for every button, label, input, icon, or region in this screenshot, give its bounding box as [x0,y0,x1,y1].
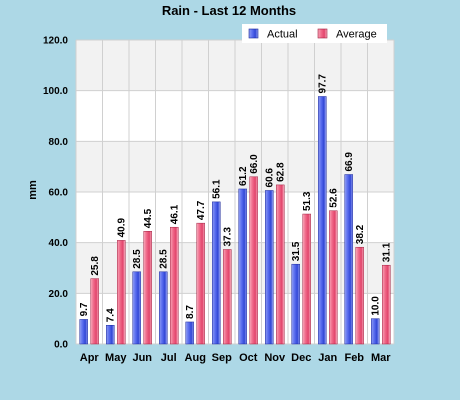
bar-actual [159,271,168,345]
bar-actual [212,201,221,345]
x-tick-label: Apr [80,352,100,364]
bar-actual [371,318,380,345]
bar-actual [291,263,300,345]
value-label-actual: 97.7 [318,74,329,94]
value-label-actual: 8.7 [185,305,196,319]
y-tick-label: 60.0 [49,188,69,199]
value-label-actual: 9.7 [79,302,90,316]
bar-average [382,264,391,345]
bar-average [329,210,338,345]
x-tick-label: Oct [239,352,258,364]
y-tick-label: 40.0 [49,238,69,249]
y-axis-label: mm [27,180,39,200]
value-label-average: 52.6 [329,188,340,208]
x-tick-label: Dec [291,352,311,364]
bar-actual [344,174,353,345]
value-label-actual: 31.5 [291,241,302,261]
value-label-actual: 7.4 [106,308,117,322]
value-label-average: 31.1 [382,242,393,262]
bar-average [143,231,152,345]
value-label-actual: 28.5 [132,249,143,269]
bars [79,96,391,345]
value-label-actual: 56.1 [212,179,223,199]
value-label-average: 37.3 [223,227,234,247]
x-tick-label: May [105,352,127,364]
legend-swatch-actual [248,28,259,39]
value-label-average: 38.2 [355,224,366,244]
y-tick-label: 100.0 [43,86,68,97]
legend-label-actual: Actual [267,29,298,41]
value-label-average: 44.5 [143,208,154,228]
legend-label-average: Average [336,29,377,41]
y-axis-ticks: 0.0 20.0 40.0 60.0 80.0 100.0 120.0 [43,36,68,351]
value-label-actual: 61.2 [238,166,249,186]
value-label-actual: 10.0 [371,296,382,316]
x-tick-label: Feb [344,352,364,364]
bar-average [170,226,179,345]
value-label-actual: 60.6 [265,168,276,188]
value-label-average: 25.8 [90,256,101,276]
bar-average [249,176,258,345]
bar-actual [79,319,88,345]
bar-actual [185,321,194,345]
bar-average [223,249,232,345]
bar-average [196,222,205,345]
bar-actual [238,188,247,345]
value-labels: 9.7 7.4 28.5 28.5 8.7 56.1 61.2 60.6 31.5 97.7 66.… [79,74,393,323]
x-tick-label: Jan [318,352,337,364]
y-tick-label: 0.0 [54,340,68,351]
bar-average [302,213,311,345]
value-label-average: 46.1 [170,204,181,224]
x-tick-label: Nov [264,352,286,364]
value-label-average: 47.7 [196,200,207,220]
value-label-average: 51.3 [302,191,313,211]
legend-swatch-average [317,28,328,39]
y-tick-label: 80.0 [49,137,69,148]
bar-actual [106,325,115,345]
bar-average [355,246,364,345]
bar-actual [265,190,274,345]
value-label-average: 66.0 [249,154,260,174]
x-tick-label: Mar [371,352,391,364]
x-axis-ticks: Apr May Jun Jul Aug Sep Oct Nov Dec Jan Feb Mar [80,352,391,364]
x-tick-label: Sep [212,352,232,364]
y-tick-label: 120.0 [43,36,68,47]
legend-box [242,24,387,43]
grid-lines [75,39,395,345]
value-label-actual: 66.9 [344,152,355,172]
legend: Actual Average [242,24,387,43]
bar-average [276,184,285,345]
x-tick-label: Aug [185,352,206,364]
bar-actual [318,96,327,345]
value-label-average: 40.9 [117,217,128,237]
bar-average [117,240,126,345]
x-tick-label: Jul [161,352,177,364]
bar-actual [132,271,141,345]
chart-title: Rain - Last 12 Months [162,3,296,18]
bar-average [90,278,99,345]
x-tick-label: Jun [132,352,152,364]
y-tick-label: 20.0 [49,289,69,300]
value-label-actual: 28.5 [159,249,170,269]
value-label-average: 62.8 [276,162,287,182]
